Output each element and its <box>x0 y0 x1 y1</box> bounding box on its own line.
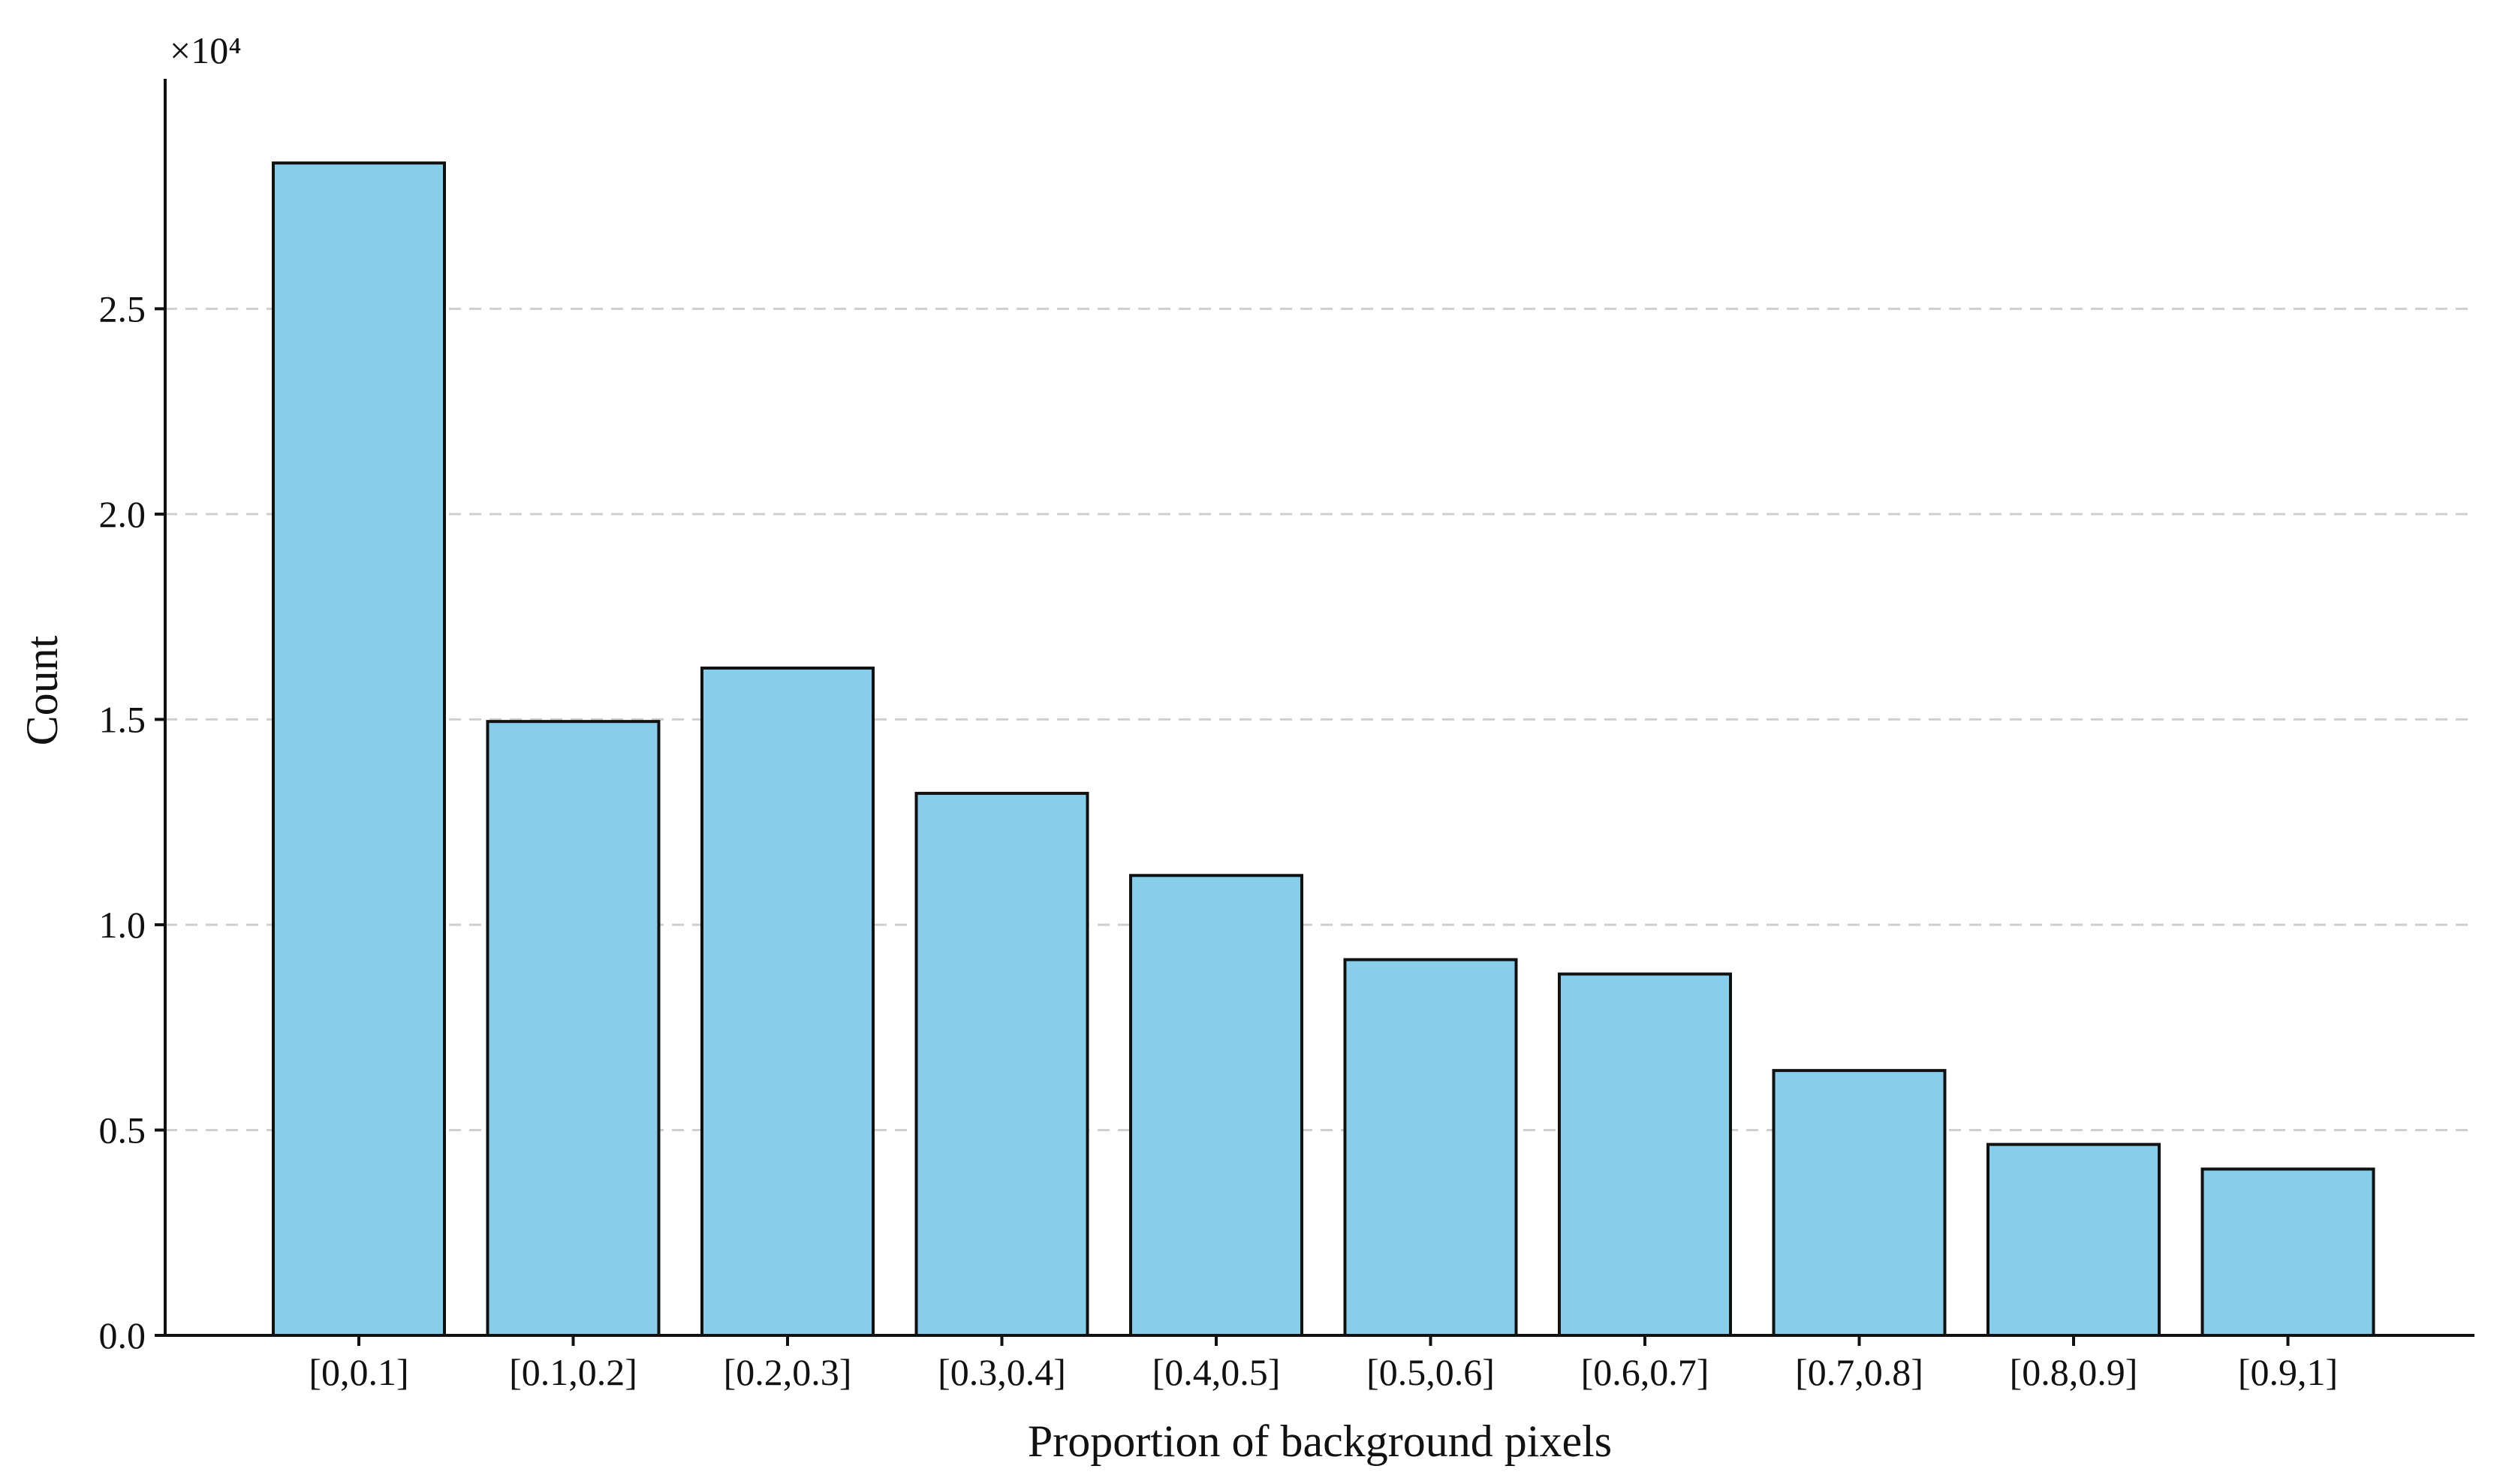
x-axis-label: Proportion of background pixels <box>1028 1416 1612 1466</box>
y-tick-label: 0.5 <box>99 1109 146 1151</box>
x-tick-label: [0.5,0.6] <box>1366 1351 1495 1393</box>
bar <box>272 161 446 1337</box>
x-tick-label: [0.7,0.8] <box>1795 1351 1923 1393</box>
bar <box>700 667 875 1337</box>
bar <box>1986 1142 2161 1338</box>
bar <box>1558 972 1732 1338</box>
y-tick-label: 0.0 <box>99 1314 146 1356</box>
x-tick-label: [0.8,0.9] <box>2010 1351 2138 1393</box>
bar <box>486 720 661 1337</box>
y-ticks: 0.0 0.5 1.0 1.5 2.0 2.5 <box>99 287 165 1356</box>
x-tick-label: [0.6,0.7] <box>1581 1351 1709 1393</box>
y-multiplier-label: ×10⁴ <box>170 29 242 71</box>
x-tick-label: [0.4,0.5] <box>1152 1351 1281 1393</box>
x-tick-label: [0.2,0.3] <box>724 1351 852 1393</box>
bars <box>272 161 2375 1338</box>
x-tick-label: [0.9,1] <box>2238 1351 2338 1393</box>
y-tick-label: 2.5 <box>99 287 146 330</box>
y-tick-label: 2.0 <box>99 493 146 535</box>
bar <box>1129 874 1303 1337</box>
y-axis-label: Count <box>17 635 67 745</box>
x-tick-label: [0.3,0.4] <box>938 1351 1066 1393</box>
y-tick-label: 1.5 <box>99 698 146 740</box>
bar <box>914 791 1089 1337</box>
x-tick-label: [0,0.1] <box>309 1351 408 1393</box>
axes <box>164 79 2474 1337</box>
x-tick-label: [0.1,0.2] <box>509 1351 637 1393</box>
bar <box>1772 1069 1947 1338</box>
bar <box>2200 1167 2375 1337</box>
x-ticks: [0,0.1] [0.1,0.2] [0.2,0.3] [0.3,0.4] [0.4,0… <box>309 1335 2338 1393</box>
y-tick-label: 1.0 <box>99 904 146 946</box>
bar <box>1343 958 1518 1337</box>
